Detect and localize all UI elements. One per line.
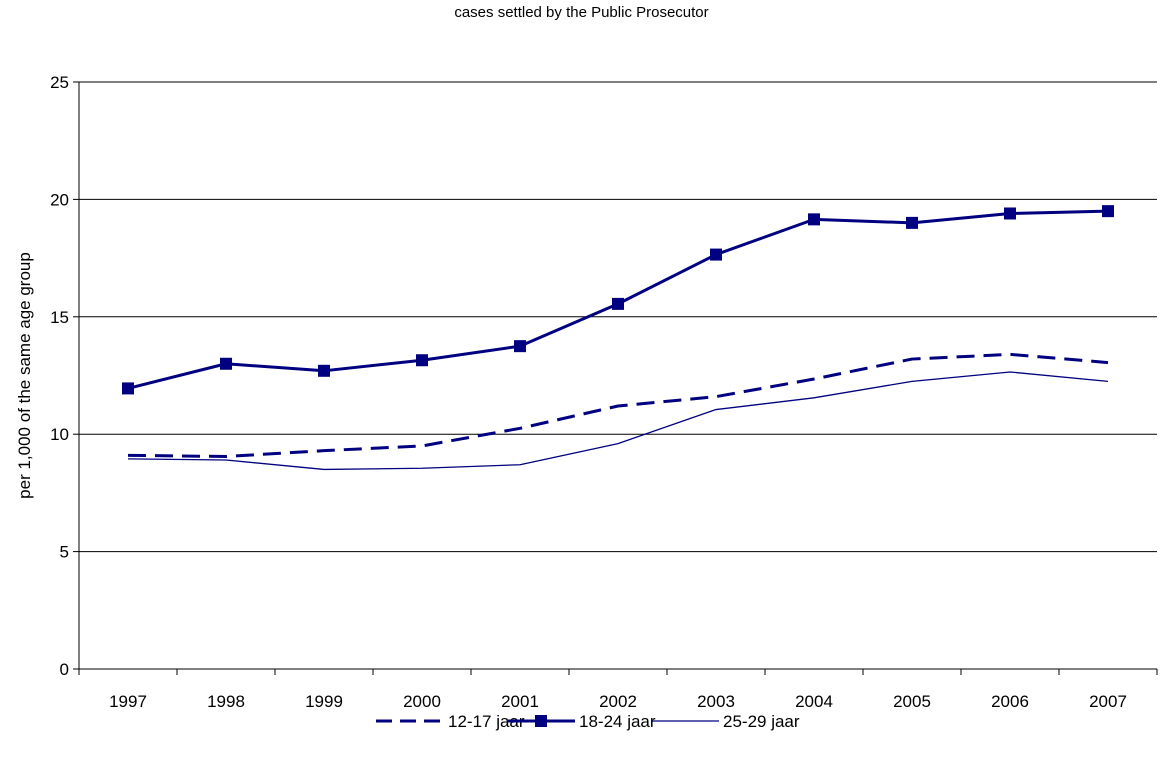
x-tick-label: 2006 (991, 692, 1029, 711)
x-tick-label: 1997 (109, 692, 147, 711)
y-tick-label: 20 (50, 190, 69, 209)
data-point-marker (612, 297, 624, 310)
legend: 12-17 jaar 18-24 jaar 25-29 jaar (376, 712, 800, 731)
data-point-marker (808, 213, 820, 226)
data-point-marker (906, 216, 918, 229)
x-tick-label: 2001 (501, 692, 539, 711)
legend-label: 18-24 jaar (579, 712, 656, 731)
x-tick-label: 1999 (305, 692, 343, 711)
legend-label: 12-17 jaar (448, 712, 525, 731)
data-point-marker (318, 364, 330, 377)
data-point-marker (416, 354, 428, 367)
y-tick-label: 0 (60, 660, 69, 679)
x-tick-label: 2003 (697, 692, 735, 711)
data-point-marker (710, 248, 722, 261)
data-point-marker (1004, 207, 1016, 220)
data-point-marker (1102, 205, 1114, 218)
gridlines (79, 81, 1157, 553)
x-tick-label: 2002 (599, 692, 637, 711)
y-axis-title: per 1,000 of the same age group (15, 252, 34, 499)
legend-marker (535, 715, 547, 727)
data-point-marker (514, 340, 526, 353)
x-tick-label: 2000 (403, 692, 441, 711)
legend-label: 25-29 jaar (723, 712, 800, 731)
data-point-marker (220, 357, 232, 370)
y-tick-label: 5 (60, 543, 69, 562)
axes: 0 5 10 15 20 25 1997 1998 1999 2000 2001 2002 2003 20… (15, 73, 1158, 711)
y-tick-label: 25 (50, 73, 69, 92)
series-line-0 (127, 352, 1109, 459)
series-line-2 (127, 371, 1109, 471)
x-tick-label: 1998 (207, 692, 245, 711)
chart-title: cases settled by the Public Prosecutor (454, 4, 709, 21)
y-tick-label: 10 (50, 425, 69, 444)
series-lines (122, 205, 1114, 471)
x-tick-label: 2004 (795, 692, 833, 711)
data-point-marker (122, 382, 134, 395)
y-tick-label: 15 (50, 308, 69, 327)
x-tick-label: 2005 (893, 692, 931, 711)
x-tick-label: 2007 (1089, 692, 1127, 711)
